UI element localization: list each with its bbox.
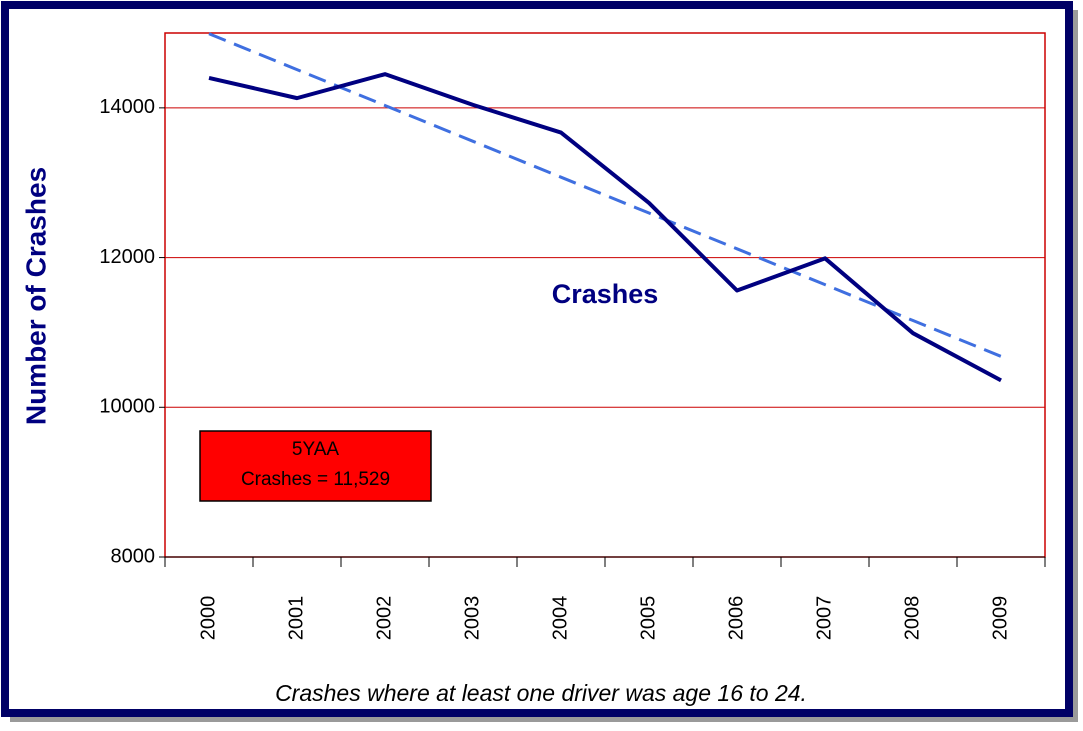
caption: Crashes where at least one driver was ag… [275,680,807,706]
x-tick-label: 2000 [197,596,219,641]
x-tick-label: 2006 [725,596,747,641]
y-tick-label: 8000 [111,545,156,567]
y-tick-label: 10000 [99,396,155,418]
y-tick-label: 14000 [99,96,155,118]
x-tick-label: 2007 [813,596,835,641]
x-tick-label: 2002 [373,596,395,641]
x-tick-label: 2005 [637,596,659,641]
annotation-text: Crashes = 11,529 [241,469,390,490]
series-line [208,72,1002,383]
x-tick-label: 2004 [549,596,571,641]
annotation-box [199,430,432,502]
x-tick-label: 2001 [285,596,307,641]
x-tick-label: 2009 [989,596,1011,641]
annotation-text: 5YAA [292,439,340,460]
series-label: Crashes [552,279,659,309]
y-axis-label: Number of Crashes [20,167,51,425]
y-tick-label: 12000 [99,246,155,268]
x-tick-label: 2008 [901,596,923,641]
x-tick-label: 2003 [461,596,483,641]
